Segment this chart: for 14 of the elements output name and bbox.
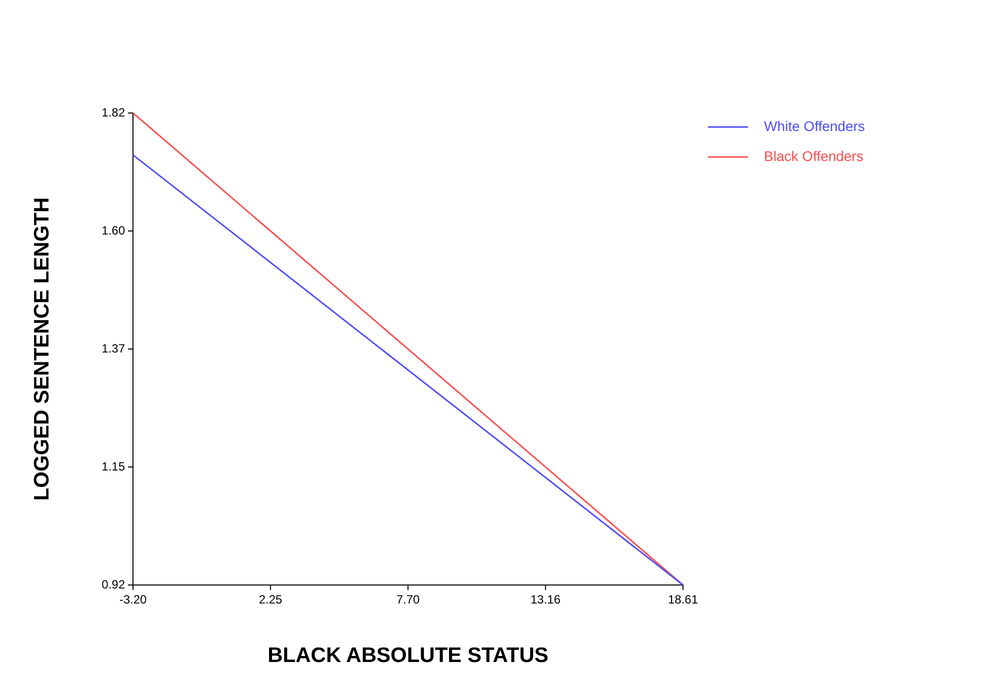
y-tick-label: 1.82 <box>102 105 126 120</box>
y-tick-label: 1.60 <box>102 223 126 238</box>
y-tick-label: 1.37 <box>102 341 126 356</box>
x-tick-label: 7.70 <box>396 592 420 607</box>
y-axis-title: LOGGED SENTENCE LENGTH <box>30 197 54 501</box>
y-tick-label: 1.15 <box>102 459 126 474</box>
legend-label: White Offenders <box>764 118 865 134</box>
x-tick-label: 13.16 <box>530 592 561 607</box>
legend-label: Black Offenders <box>764 148 864 164</box>
x-tick-label: 2.25 <box>258 592 282 607</box>
x-tick-label: -3.20 <box>119 592 147 607</box>
x-axis-title: BLACK ABSOLUTE STATUS <box>268 644 548 668</box>
y-tick-label: 0.92 <box>102 577 126 592</box>
x-tick-label: 18.61 <box>668 592 698 607</box>
